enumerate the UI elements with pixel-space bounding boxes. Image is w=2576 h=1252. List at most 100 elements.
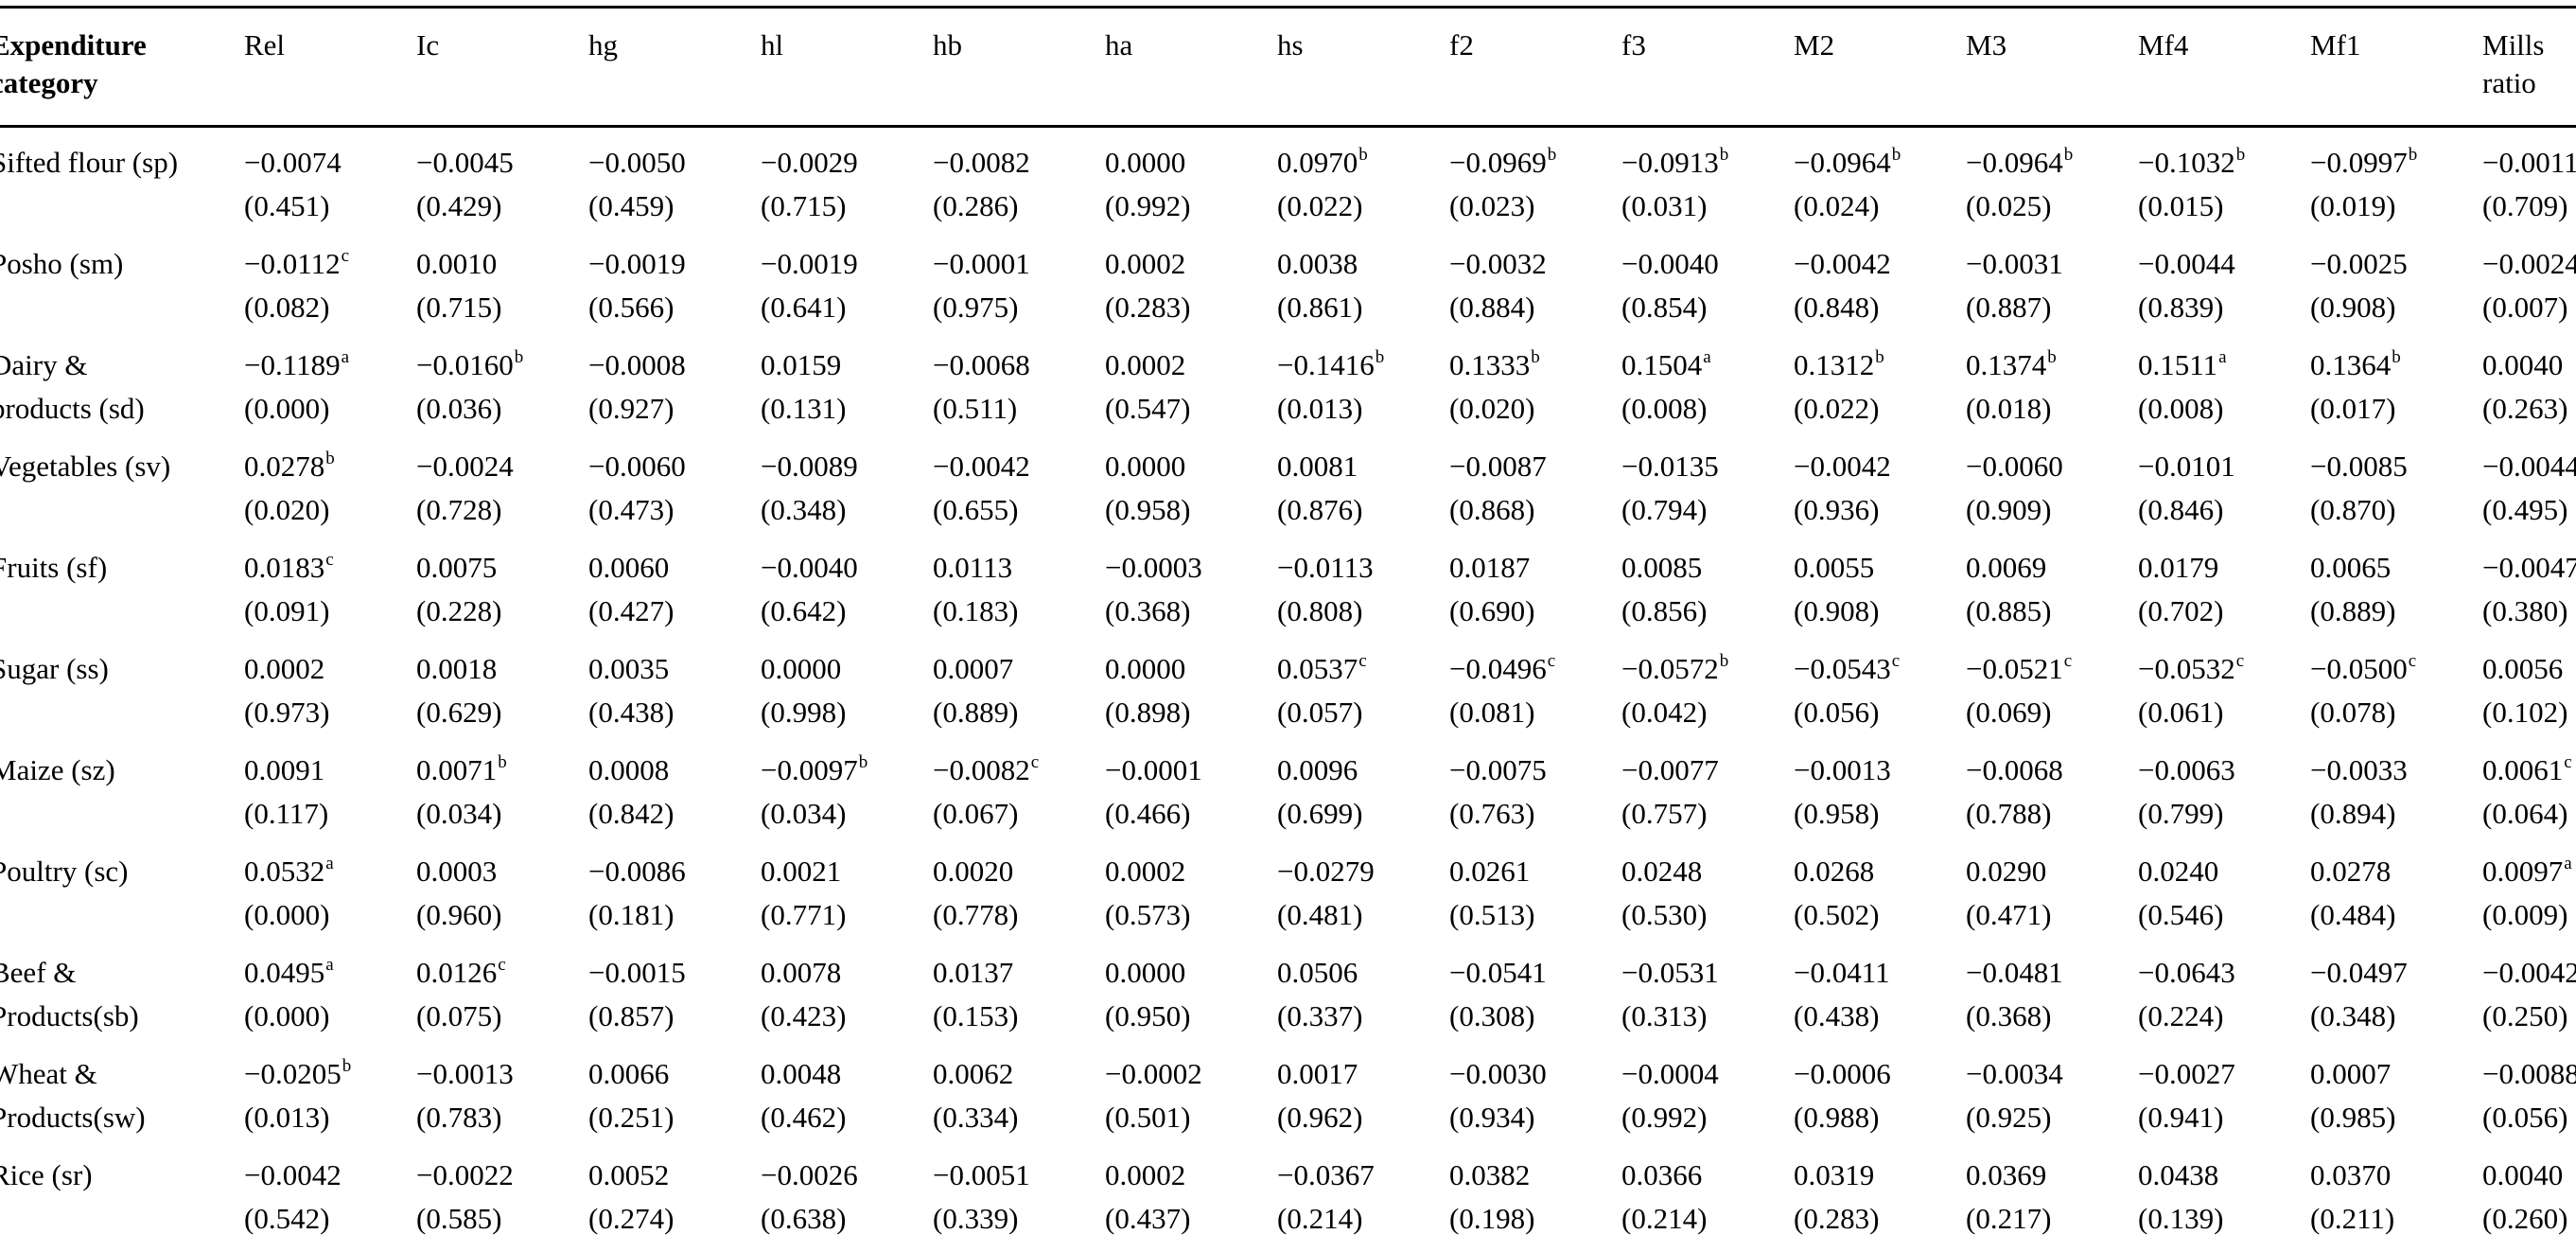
coefficient-value: −0.0088 bbox=[2482, 1057, 2576, 1090]
pvalue-cell: (0.082) bbox=[244, 291, 330, 324]
coefficient-value: −0.0001 bbox=[933, 247, 1030, 280]
pvalue-cell: (0.181) bbox=[588, 898, 675, 931]
coefficient-cell: −0.0022 bbox=[416, 1143, 588, 1194]
coefficient-cell: 0.0532a bbox=[244, 839, 416, 891]
coefficient-value: −0.0113 bbox=[1277, 551, 1374, 584]
pvalue-cell: (0.702) bbox=[2138, 594, 2224, 627]
pvalue-cell: (0.102) bbox=[2482, 696, 2568, 729]
significance-marker: c bbox=[341, 245, 350, 266]
coefficient-cell: 0.0003 bbox=[416, 839, 588, 891]
pvalue-cell: (0.069) bbox=[1966, 696, 2052, 729]
coefficient-cell: −0.0060 bbox=[588, 434, 761, 485]
pvalue-cell: (0.542) bbox=[244, 1202, 330, 1235]
coefficient-value: −0.0500 bbox=[2310, 652, 2408, 685]
row-category-label-line-2 bbox=[0, 485, 244, 536]
coefficient-value: 0.0126 bbox=[416, 956, 498, 989]
coefficient-cell: −0.0913b bbox=[1621, 123, 1794, 182]
coefficient-value: −0.0040 bbox=[761, 551, 858, 584]
coefficient-cell: 0.0007 bbox=[933, 637, 1105, 688]
pvalue-cell: (0.728) bbox=[416, 493, 502, 526]
coefficient-cell: −0.0004 bbox=[1621, 1042, 1794, 1093]
coefficient-cell: −0.0367 bbox=[1277, 1143, 1449, 1194]
row-category-label: Maize (sz) bbox=[0, 753, 115, 786]
coefficient-cell: 0.0097a bbox=[2482, 839, 2576, 891]
coefficient-cell: 0.0048 bbox=[761, 1042, 933, 1093]
coefficient-cell: 0.0021 bbox=[761, 839, 933, 891]
pvalue-cell: (0.511) bbox=[933, 392, 1018, 425]
pvalue-cell: (0.927) bbox=[588, 392, 675, 425]
column-header-6: hs bbox=[1277, 28, 1304, 62]
coefficient-cell: 0.1374b bbox=[1966, 333, 2138, 384]
significance-marker: c bbox=[325, 549, 334, 570]
coefficient-value: 0.0370 bbox=[2310, 1158, 2392, 1191]
coefficient-value: 0.0020 bbox=[933, 855, 1014, 888]
coefficient-value: 0.0382 bbox=[1449, 1158, 1531, 1191]
coefficient-cell: −0.0135 bbox=[1621, 434, 1794, 485]
coefficient-value: 0.0248 bbox=[1621, 855, 1703, 888]
coefficient-cell: −0.0027 bbox=[2138, 1042, 2310, 1093]
coefficient-cell: −0.0031 bbox=[1966, 232, 2138, 283]
coefficient-cell: 0.0159 bbox=[761, 333, 933, 384]
table-row-coefficient: Beef & 0.0495a 0.0126c −0.0015 0.0078 0.0137 0… bbox=[0, 941, 2576, 992]
pvalue-cell: (0.870) bbox=[2310, 493, 2396, 526]
table-row-coefficient: Fruits (sf) 0.0183c 0.0075 0.0060 −0.0040 0.0… bbox=[0, 536, 2576, 587]
significance-marker: c bbox=[1891, 650, 1901, 671]
coefficient-cell: −0.0521c bbox=[1966, 637, 2138, 688]
row-category-label: Sugar (ss) bbox=[0, 652, 109, 685]
table-row-coefficient: Poultry (sc) 0.0532a 0.0003 −0.0086 0.0021 0.… bbox=[0, 839, 2576, 891]
significance-marker: c bbox=[2063, 650, 2073, 671]
coefficient-value: −0.0075 bbox=[1449, 753, 1547, 786]
coefficient-value: 0.0002 bbox=[1105, 1158, 1186, 1191]
pvalue-cell: (0.024) bbox=[1794, 189, 1880, 222]
coefficient-value: 0.0060 bbox=[588, 551, 670, 584]
coefficient-cell: 0.0065 bbox=[2310, 536, 2482, 587]
coefficient-value: 0.0000 bbox=[1105, 956, 1186, 989]
pvalue-cell: (0.013) bbox=[1277, 392, 1363, 425]
pvalue-cell: (0.211) bbox=[2310, 1202, 2395, 1235]
significance-marker: b bbox=[1891, 144, 1901, 165]
pvalue-cell: (0.283) bbox=[1794, 1202, 1880, 1235]
coefficient-cell: 0.1333b bbox=[1449, 333, 1621, 384]
column-header-3: hl bbox=[761, 28, 784, 62]
column-header-7: f2 bbox=[1449, 28, 1474, 62]
pvalue-cell: (0.008) bbox=[1621, 392, 1708, 425]
coefficient-value: 0.0040 bbox=[2482, 348, 2564, 381]
coefficient-cell: 0.0382 bbox=[1449, 1143, 1621, 1194]
significance-marker: b bbox=[325, 448, 335, 468]
coefficient-value: 0.0268 bbox=[1794, 855, 1875, 888]
coefficient-value: 0.0048 bbox=[761, 1057, 842, 1090]
coefficient-value: −0.0029 bbox=[761, 146, 858, 179]
coefficient-cell: −0.0411 bbox=[1794, 941, 1966, 992]
pvalue-cell: (0.638) bbox=[761, 1202, 847, 1235]
coefficient-cell: −0.0160b bbox=[416, 333, 588, 384]
coefficient-value: 0.0035 bbox=[588, 652, 670, 685]
pvalue-cell: (0.348) bbox=[761, 493, 847, 526]
coefficient-cell: −0.0008 bbox=[588, 333, 761, 384]
coefficient-value: −0.0042 bbox=[2482, 956, 2576, 989]
coefficient-cell: −0.0013 bbox=[416, 1042, 588, 1093]
pvalue-cell: (0.251) bbox=[588, 1101, 675, 1134]
pvalue-cell: (0.081) bbox=[1449, 696, 1535, 729]
coefficient-cell: −0.0113 bbox=[1277, 536, 1449, 587]
row-category-label: Sifted flour (sp) bbox=[0, 146, 179, 179]
coefficient-value: −0.0040 bbox=[1621, 247, 1719, 280]
coefficient-value: 0.0071 bbox=[416, 753, 498, 786]
coefficient-cell: −0.0068 bbox=[1966, 738, 2138, 789]
pvalue-cell: (0.438) bbox=[1794, 999, 1880, 1032]
table-row-coefficient: Maize (sz) 0.0091 0.0071b 0.0008 −0.0097b −0.… bbox=[0, 738, 2576, 789]
pvalue-cell: (0.214) bbox=[1621, 1202, 1708, 1235]
coefficient-cell: 0.0018 bbox=[416, 637, 588, 688]
coefficient-value: −0.0019 bbox=[761, 247, 858, 280]
pvalue-cell: (0.898) bbox=[1105, 696, 1191, 729]
pvalue-cell: (0.763) bbox=[1449, 797, 1535, 830]
coefficient-cell: −0.0033 bbox=[2310, 738, 2482, 789]
pvalue-cell: (0.887) bbox=[1966, 291, 2052, 324]
coefficient-value: −0.0643 bbox=[2138, 956, 2235, 989]
significance-marker: b bbox=[498, 751, 507, 772]
coefficient-cell: 0.0278 bbox=[2310, 839, 2482, 891]
pvalue-cell: (0.715) bbox=[761, 189, 847, 222]
coefficient-cell: 0.0537c bbox=[1277, 637, 1449, 688]
coefficient-value: −0.0008 bbox=[588, 348, 686, 381]
coefficient-cell: −0.0279 bbox=[1277, 839, 1449, 891]
pvalue-cell: (0.139) bbox=[2138, 1202, 2224, 1235]
